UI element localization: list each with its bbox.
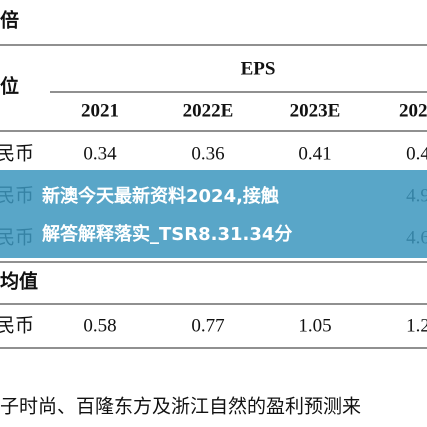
corner-label: 位 [0,74,19,97]
column-header: 2021 [81,100,119,121]
cell: 0.4 [406,143,427,164]
footnote: 子时尚、百隆东方及浙江自然的盈利预测来 [0,395,361,417]
column-header: 2023E [290,100,341,121]
cell: 1.2 [406,315,427,336]
section-label: 均值 [0,269,38,292]
banner [0,170,427,258]
cell: 0.41 [298,143,331,164]
column-header: 2024 [399,100,427,121]
banner-line: 解答解释落实_TSR8.31.34分 [42,223,292,245]
cell: 0.77 [191,315,224,336]
row-label: 民币 [0,314,34,336]
cell: 0.58 [83,315,116,336]
group-header: EPS [241,58,276,79]
column-header: 2022E [183,100,234,121]
cell: 1.05 [298,315,331,336]
row-label: 民币 [0,142,34,164]
corner-top: 倍 [0,8,19,31]
banner-line: 新澳今天最新资料2024,接触 [42,185,279,207]
cell: 0.36 [191,143,224,164]
cell: 0.34 [83,143,117,164]
